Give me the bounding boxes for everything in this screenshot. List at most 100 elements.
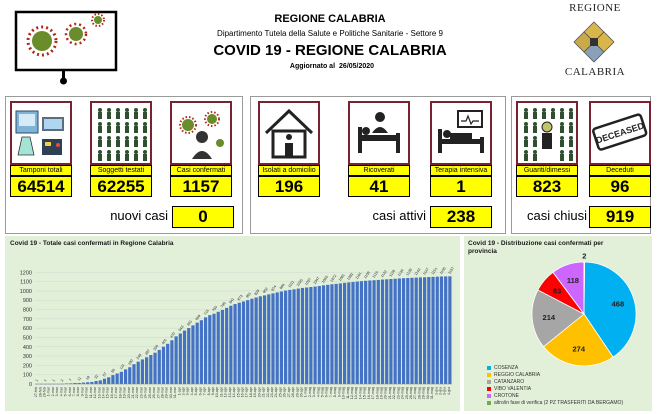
confermati-tile: [170, 101, 232, 165]
person-icon: [107, 108, 111, 112]
confermati-label: Casi confermati: [170, 165, 232, 176]
bar-data-label: 57: [102, 372, 108, 378]
pie-slice-label: 2: [582, 252, 586, 261]
bar-data-label: 180: [127, 359, 134, 366]
person-icon: [143, 122, 147, 126]
bar: [241, 301, 246, 384]
bar: [262, 295, 267, 384]
person-icon: [569, 108, 573, 112]
bar: [182, 330, 187, 384]
x-tick-label: 15-apr: [236, 386, 240, 397]
person-icon: [116, 136, 120, 140]
x-tick-label: 16-mag: [367, 387, 371, 399]
person-body: [116, 140, 120, 147]
x-tick-label: 29-feb: [43, 387, 47, 397]
bar: [401, 278, 406, 384]
person-icon: [125, 122, 129, 126]
bar-data-label: 2: [60, 378, 64, 382]
bar: [90, 381, 94, 384]
person-body: [107, 140, 111, 147]
x-tick-label: 5-mar: [64, 386, 68, 396]
x-tick-label: 28-apr: [291, 386, 295, 397]
soggetti-tile: [90, 101, 152, 165]
bar-data-label: 1081: [338, 273, 346, 282]
pie-chart-title: Covid 19 - Distribuzione casi confermati…: [468, 240, 604, 255]
bar: [246, 300, 250, 384]
x-tick-label: 24-apr: [274, 386, 278, 397]
bar: [166, 343, 170, 384]
bar: [372, 280, 376, 384]
x-tick-label: 16-mar: [110, 386, 114, 398]
bar-data-label: 1143: [414, 268, 422, 277]
bar: [153, 352, 157, 384]
person-body: [116, 112, 120, 119]
x-tick-label: 29-mar: [165, 386, 169, 398]
x-tick-label: 2-mar: [51, 386, 55, 396]
bar-data-label: 32: [94, 374, 100, 380]
x-tick-label: 6-apr: [198, 386, 202, 395]
bar: [393, 278, 397, 384]
bar: [271, 293, 275, 384]
legend-entry: CROTONE: [487, 393, 519, 399]
soggetti-label: Soggetti testati: [90, 165, 152, 176]
isolati-label: Isolati a domicilio: [258, 165, 320, 176]
x-tick-label: 22-mar: [135, 386, 139, 398]
bar: [292, 289, 296, 384]
x-tick-label: 27-mar: [156, 386, 160, 398]
person-body: [134, 126, 138, 133]
y-tick-label: 1200: [20, 270, 32, 276]
legend-label: CATANZARO: [494, 379, 525, 385]
bar-data-label: 901: [245, 292, 252, 299]
person-body: [98, 112, 102, 119]
isolati-tile: [258, 101, 320, 165]
x-tick-label: 5-mag: [321, 387, 325, 397]
person-icon: [524, 108, 528, 112]
person-body: [116, 126, 120, 133]
x-tick-label: 25-mar: [148, 386, 152, 398]
person-icon: [98, 108, 102, 112]
person-icon: [125, 136, 129, 140]
person-body: [134, 112, 138, 119]
legend-entry: REGGIO CALABRIA: [487, 372, 540, 378]
person-icon: [125, 150, 129, 154]
person-body: [107, 112, 111, 119]
bar-chart: 0 100 200 300 400 500 600 700 800 900 1000 1100 1200…: [20, 266, 455, 399]
region-title: REGIONE CALABRIA: [274, 13, 386, 25]
x-tick-label: 28-feb: [38, 387, 42, 397]
bar: [385, 279, 389, 384]
legend-label: CROTONE: [494, 393, 519, 399]
person-body: [125, 154, 129, 161]
x-tick-label: 29-mag: [422, 387, 426, 399]
x-tick-label: 3-apr: [186, 386, 190, 395]
x-tick-label: 1-mar: [47, 386, 51, 396]
legend-entry: CATANZARO: [487, 379, 524, 385]
person-body: [551, 112, 555, 119]
bar-data-label: 401: [161, 338, 168, 345]
x-tick-label: 7-mag: [329, 387, 333, 397]
legend-entry: altro/in fase di verifica (2 PZ TRASFERI…: [487, 400, 623, 406]
bar: [170, 340, 174, 384]
person-icon: [533, 122, 537, 126]
x-tick-label: 4-mag: [316, 387, 320, 397]
person-icon: [560, 136, 564, 140]
tamponi-tile: [10, 101, 72, 165]
bar: [86, 382, 90, 384]
casi-attivi-label: casi attivi: [372, 208, 426, 223]
x-tick-label: 8-mar: [76, 386, 80, 396]
x-tick-label: 4-apr: [190, 386, 194, 395]
bar-data-label: 1: [51, 379, 55, 383]
x-tick-label: 14-mag: [358, 387, 362, 399]
casi-chiusi-value: 919: [589, 206, 651, 228]
deceduti-tile: DECEASED: [589, 101, 651, 165]
bar-data-label: 952: [262, 287, 269, 294]
pie-slice-label: 83: [553, 287, 561, 296]
bar: [397, 278, 401, 384]
bar-data-label: 659: [195, 314, 202, 321]
x-tick-label: 17-apr: [245, 386, 249, 397]
x-tick-label: 10-mag: [342, 387, 346, 399]
x-tick-label: 10-apr: [215, 386, 219, 397]
pie-slice-label: 274: [572, 344, 585, 353]
ricoverati-label: Ricoverati: [348, 165, 410, 176]
x-tick-label: 26-apr: [283, 386, 287, 397]
person-body: [125, 112, 129, 119]
